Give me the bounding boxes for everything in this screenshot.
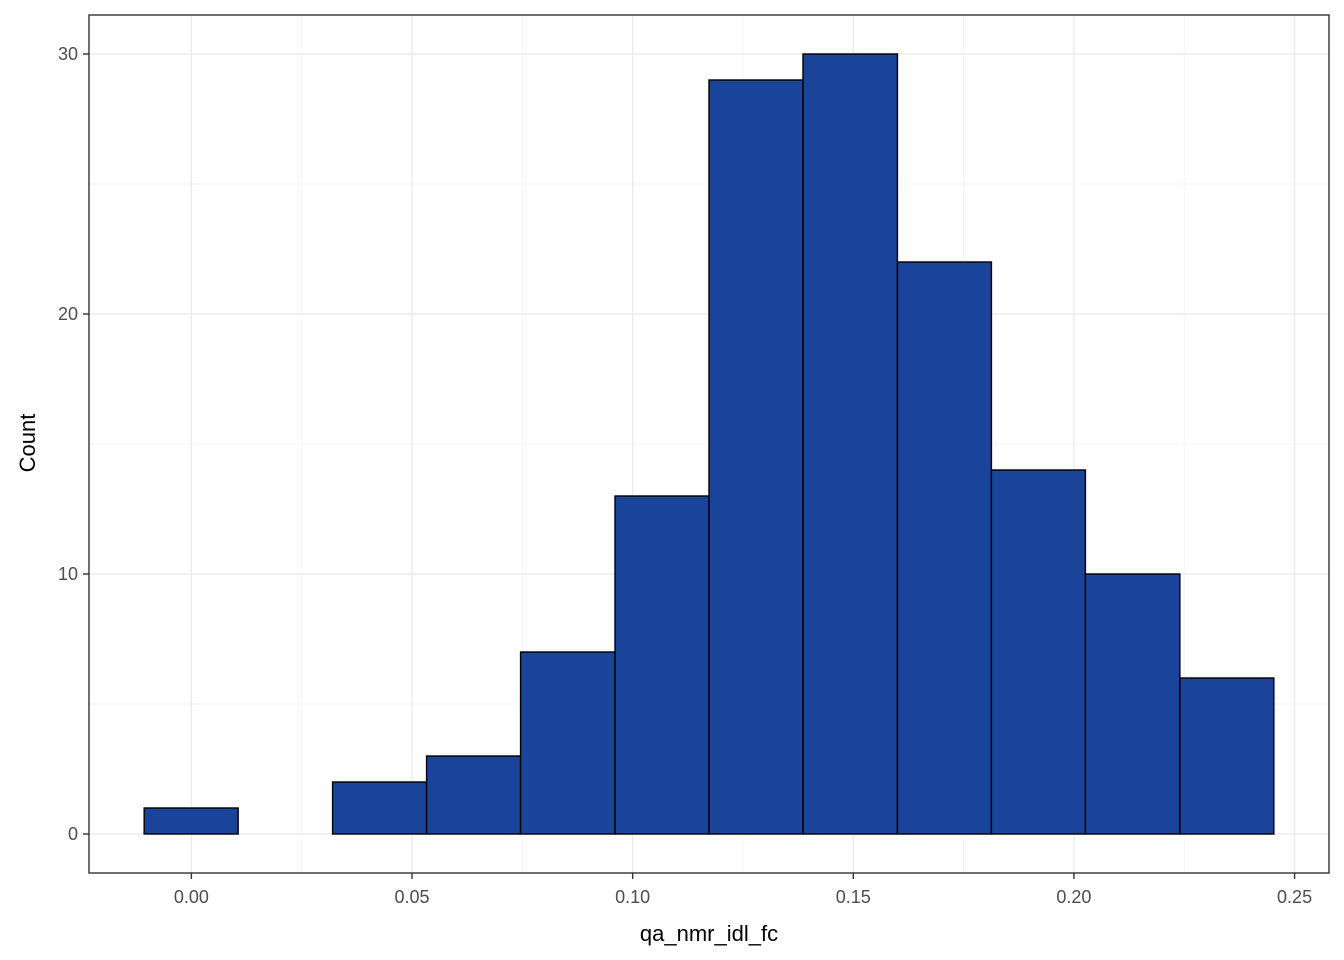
histogram-bar bbox=[1084, 573, 1181, 835]
y-tick-label: 20 bbox=[58, 304, 78, 324]
x-tick-label: 0.00 bbox=[174, 887, 209, 907]
histogram-bar bbox=[143, 807, 239, 835]
x-tick-label: 0.10 bbox=[615, 887, 650, 907]
x-tick-label: 0.05 bbox=[394, 887, 429, 907]
x-tick-label: 0.25 bbox=[1277, 887, 1312, 907]
histogram-bar bbox=[802, 53, 899, 835]
y-tick-label: 0 bbox=[68, 824, 78, 844]
x-axis-title: qa_nmr_idl_fc bbox=[640, 921, 778, 946]
y-axis-title: Count bbox=[15, 414, 40, 473]
x-tick-label: 0.20 bbox=[1056, 887, 1091, 907]
histogram-bar bbox=[896, 261, 993, 835]
histogram-bars bbox=[143, 53, 1275, 835]
y-axis-ticks: 0 10 20 30 bbox=[58, 44, 89, 844]
y-tick-label: 30 bbox=[58, 44, 78, 64]
x-axis-ticks: 0.00 0.05 0.10 0.15 0.20 0.25 bbox=[174, 873, 1312, 907]
histogram-bar bbox=[990, 469, 1087, 835]
histogram-bar bbox=[331, 781, 428, 835]
histogram-bar bbox=[708, 79, 804, 835]
y-tick-label: 10 bbox=[58, 564, 78, 584]
x-tick-label: 0.15 bbox=[836, 887, 871, 907]
histogram-bar bbox=[519, 651, 616, 835]
histogram-bar bbox=[1179, 677, 1275, 835]
histogram-bar bbox=[425, 755, 522, 835]
histogram-bar bbox=[614, 495, 710, 835]
panel-border bbox=[88, 14, 1330, 874]
